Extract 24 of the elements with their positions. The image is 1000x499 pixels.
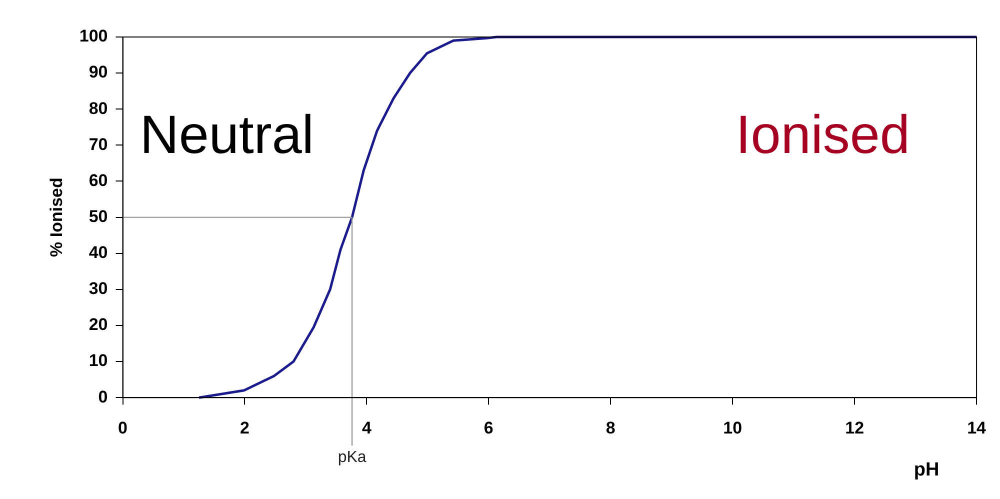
x-tick-label: 14	[967, 418, 987, 438]
y-tick-label: 60	[88, 170, 108, 190]
y-tick-label: 20	[88, 315, 108, 334]
y-tick-label: 0	[98, 387, 108, 406]
x-tick-label: 6	[484, 418, 494, 438]
x-tick-label: 10	[723, 418, 742, 438]
x-tick-label: 2	[240, 418, 250, 438]
annotation: Ionised	[736, 104, 910, 165]
y-axis-title: % Ionised	[46, 178, 66, 257]
x-tick-label: 0	[118, 418, 128, 438]
y-tick-label: 50	[88, 206, 108, 226]
x-axis-title: pH	[914, 460, 940, 481]
x-tick-label: 12	[845, 418, 864, 438]
x-tick-label: 4	[362, 418, 372, 438]
y-tick-label: 70	[88, 134, 108, 154]
y-tick-label: 10	[88, 351, 108, 370]
y-tick-label: 100	[79, 26, 108, 46]
y-tick-label: 30	[88, 279, 108, 298]
y-tick-label: 90	[88, 62, 108, 82]
ref-line-label: pKa	[338, 449, 366, 466]
annotation: Neutral	[140, 104, 314, 165]
x-tick-label: 8	[606, 418, 616, 438]
y-tick-label: 80	[88, 98, 108, 118]
y-tick-label: 40	[88, 243, 108, 262]
